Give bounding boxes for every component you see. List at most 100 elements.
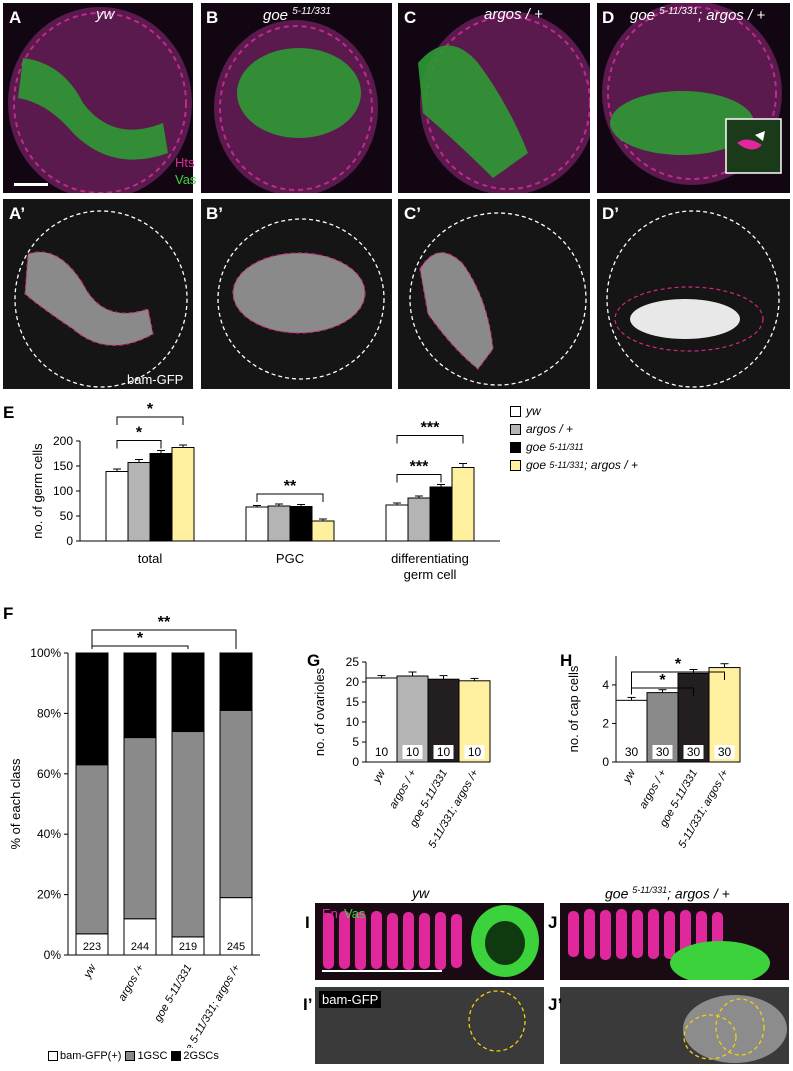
y-tick-label: 20% (37, 888, 61, 902)
significance-label: ** (158, 614, 171, 631)
significance-bracket (396, 474, 442, 483)
y-axis-label: no. of cap cells (566, 665, 581, 752)
y-tick-label: 0% (44, 948, 62, 962)
micrograph-B (201, 3, 392, 193)
bar-segment (75, 652, 109, 766)
category-label: yw (620, 767, 638, 786)
y-tick-label: 15 (346, 695, 360, 709)
category-label: total (138, 551, 163, 566)
y-axis-label: no. of ovarioles (312, 667, 327, 756)
channel-label-hts: Hts (175, 155, 195, 170)
ovary-image (201, 3, 392, 193)
chart-G: 0 5 10 15 20 25 no. of ovarioles 10 yw 10 argos / … (312, 655, 491, 848)
chart-F: 0% 20% 40% 60% 80% 100% % of each class 223 yw 24… (8, 614, 260, 1048)
legend-E: yw argos / + goe 5-11/311 goe 5-11/331; … (510, 404, 790, 494)
bar (407, 497, 431, 542)
bar-segment (171, 731, 205, 938)
y-tick-label: 80% (37, 706, 61, 720)
bar (149, 453, 173, 542)
panel-label-D: D (602, 8, 615, 27)
y-tick-label: 50 (60, 509, 74, 523)
legend-F: bam-GFP(+) 1GSC 2GSCs (48, 1050, 219, 1062)
bar-segment (219, 897, 253, 956)
significance-label: * (136, 425, 143, 442)
significance-label: ** (284, 478, 297, 495)
bar (429, 486, 453, 542)
n-label: 245 (227, 941, 245, 953)
n-label: 10 (375, 745, 389, 759)
bar-segment (171, 652, 205, 733)
micrograph-I (315, 903, 544, 980)
n-label-bg (464, 745, 485, 759)
channel-label-en: En (322, 906, 338, 921)
significance-bracket (256, 493, 324, 502)
n-label-bg (433, 745, 454, 759)
genotype-label-A: yw (96, 6, 115, 23)
n-label: 219 (179, 941, 197, 953)
bar (105, 471, 129, 542)
significance-label: *** (421, 420, 440, 437)
significance-bracket (396, 435, 464, 444)
n-label-bg (683, 745, 704, 759)
panel-label-A2: A’ (9, 204, 26, 223)
significance-label: *** (410, 459, 429, 476)
y-tick-label: 0 (66, 534, 73, 548)
panel-label-D2: D’ (602, 204, 619, 223)
bar-segment (123, 737, 157, 920)
significance-bracket (631, 671, 725, 695)
y-tick-label: 10 (346, 715, 360, 729)
scale-bar-I (322, 970, 442, 972)
panel-label-A: A (9, 8, 22, 27)
n-label: 10 (468, 745, 482, 759)
category-label: PGC (276, 551, 304, 566)
y-tick-label: 20 (346, 675, 360, 689)
legend-swatch (510, 459, 521, 471)
channel-label-bam-gfp: bam-GFP (127, 372, 184, 387)
n-label: 244 (131, 941, 149, 953)
genotype-label-C: argos / + (484, 6, 543, 23)
title-J: goe 5-11/331; argos / + (605, 885, 730, 902)
y-tick-label: 200 (53, 434, 73, 448)
bar-segment (219, 652, 253, 711)
bar-segment (123, 652, 157, 739)
significance-label: * (147, 401, 154, 418)
bam-gfp-image (597, 199, 790, 389)
panel-label-F: F (3, 604, 14, 623)
category-label: germ cell (404, 567, 457, 582)
bam-gfp-image (201, 199, 392, 389)
y-tick-label: 100 (53, 484, 73, 498)
y-tick-label: 5 (352, 735, 359, 749)
y-axis-label: no. of germ cells (30, 443, 45, 539)
bar (311, 520, 335, 542)
panel-label-J: J (548, 913, 558, 932)
genotype-label-D: goe 5-11/331; argos / + (630, 6, 766, 24)
bar (289, 506, 313, 542)
category-label: yw (81, 962, 99, 981)
legend-swatch (125, 1051, 136, 1061)
significance-label: * (137, 630, 144, 647)
genotype-label-B: goe 5-11/331 (263, 6, 331, 24)
bam-gfp-image (560, 987, 789, 1064)
scale-bar (14, 183, 48, 186)
y-tick-label: 0 (602, 755, 609, 769)
bar-segment (219, 709, 253, 899)
ovary-image (398, 3, 590, 193)
y-tick-label: 0 (352, 755, 359, 769)
legend-swatch (510, 423, 521, 435)
chart-E: 0 50 100 150 200 no. of germ cells total PGC dif… (30, 401, 500, 582)
ovary-image (597, 3, 790, 193)
bar-segment (75, 764, 109, 935)
significance-label: * (675, 656, 682, 673)
en-vas-image (315, 903, 544, 980)
significance-bracket (91, 629, 237, 649)
n-label-bg (652, 745, 673, 759)
channel-label-bam-gfp-I: bam-GFP (319, 991, 382, 1008)
bar-segment (123, 918, 157, 956)
bar (127, 462, 151, 542)
y-tick-label: 2 (602, 716, 609, 730)
micrograph-C2 (398, 199, 590, 389)
y-tick-label: 150 (53, 459, 73, 473)
category-label: argos / + (637, 767, 669, 811)
n-label-bg (714, 745, 735, 759)
significance-label: * (659, 672, 666, 689)
